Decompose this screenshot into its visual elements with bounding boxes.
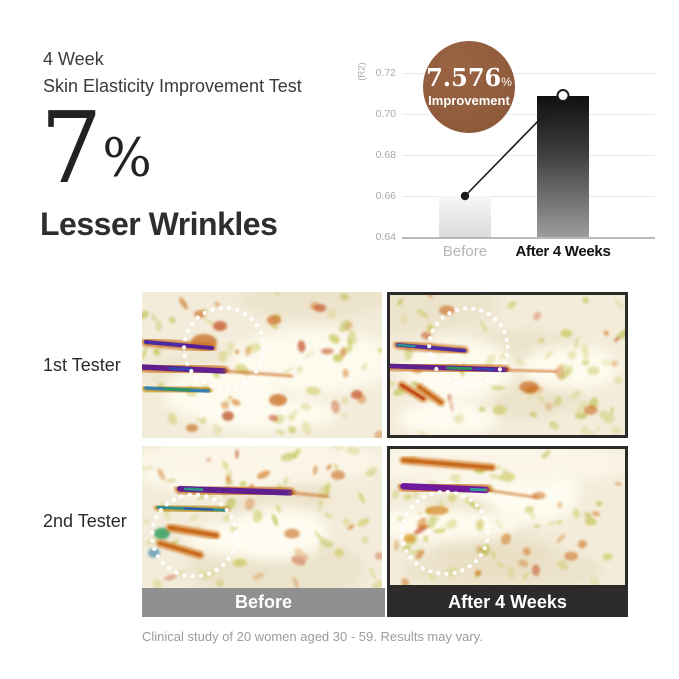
improvement-badge: 7.576% Improvement [423, 41, 515, 133]
bar-after [537, 95, 589, 237]
stat-number: 7% [40, 92, 152, 206]
test-title: 4 Week Skin Elasticity Improvement Test [43, 46, 302, 100]
badge-value-line: 7.576% [426, 63, 512, 92]
gridline [402, 73, 655, 74]
tester-2-after-image [387, 446, 628, 588]
elasticity-chart: (R2) 0.72 0.70 0.68 0.66 0.64 7.576% Improve… [348, 41, 664, 268]
tester-2-before-image [142, 446, 382, 588]
tester-2-label: 2nd Tester [43, 511, 127, 531]
comparison-label-bar: Before After 4 Weeks [142, 588, 628, 617]
after-column-label: After 4 Weeks [387, 588, 628, 617]
y-tick-label: 0.66 [375, 190, 396, 202]
badge-percent-sign: % [501, 75, 512, 89]
x-label-before: Before [442, 243, 488, 260]
clinical-footnote: Clinical study of 20 women aged 30 - 59.… [142, 629, 483, 644]
before-column-label: Before [142, 588, 385, 617]
tester-1-before-image [142, 292, 382, 438]
tester-2-row [142, 446, 628, 588]
y-tick-label: 0.64 [375, 231, 396, 243]
test-title-line2: Skin Elasticity Improvement Test [43, 76, 302, 96]
comparison-grid: Before After 4 Weeks [142, 292, 628, 617]
bar-before [439, 196, 491, 237]
tester-1-label: 1st Tester [43, 355, 121, 375]
percent-sign: % [102, 129, 152, 189]
stat-caption: Lesser Wrinkles [40, 206, 278, 242]
x-label-after: After 4 Weeks [515, 243, 611, 260]
test-title-line1: 4 Week [43, 49, 104, 69]
gridline [402, 155, 655, 156]
y-tick-label: 0.70 [375, 108, 396, 120]
y-tick-label: 0.68 [375, 149, 396, 161]
tester-1-row [142, 292, 628, 438]
badge-label: Improvement [428, 93, 510, 108]
gridline [402, 237, 655, 239]
y-tick-label: 0.72 [375, 67, 396, 79]
tester-1-after-image [387, 292, 628, 438]
headline-stat: 7% Lesser Wrinkles [40, 92, 278, 243]
